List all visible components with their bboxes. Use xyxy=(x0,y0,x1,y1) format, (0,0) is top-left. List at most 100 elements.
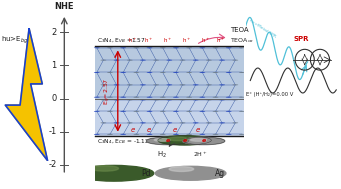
Circle shape xyxy=(147,47,152,48)
Circle shape xyxy=(153,99,159,100)
Text: Pd: Pd xyxy=(142,169,151,178)
Text: 0: 0 xyxy=(51,94,57,103)
Circle shape xyxy=(160,111,166,112)
Circle shape xyxy=(127,99,133,100)
Circle shape xyxy=(213,47,219,48)
Circle shape xyxy=(140,122,146,123)
Circle shape xyxy=(191,139,206,141)
Circle shape xyxy=(206,122,212,123)
Circle shape xyxy=(219,60,225,61)
Circle shape xyxy=(180,84,186,85)
Text: -2: -2 xyxy=(48,160,57,169)
Text: -1: -1 xyxy=(48,127,57,136)
Circle shape xyxy=(120,47,126,48)
Circle shape xyxy=(239,47,245,48)
Circle shape xyxy=(219,99,225,100)
Text: Ag: Ag xyxy=(215,169,225,178)
Circle shape xyxy=(186,134,192,135)
Text: C$_3$N$_4$, E$_{VB}$ =1.57: C$_3$N$_4$, E$_{VB}$ =1.57 xyxy=(97,36,145,45)
Text: SPR: SPR xyxy=(293,36,309,42)
Circle shape xyxy=(133,134,139,135)
Text: h$^+$: h$^+$ xyxy=(163,36,172,46)
Circle shape xyxy=(114,84,119,85)
Circle shape xyxy=(168,137,188,141)
Text: E° (H⁺/H₂)=0.00 V: E° (H⁺/H₂)=0.00 V xyxy=(246,92,293,97)
Circle shape xyxy=(193,122,198,123)
Circle shape xyxy=(127,60,133,61)
Circle shape xyxy=(140,84,146,85)
Circle shape xyxy=(180,99,186,100)
Circle shape xyxy=(199,134,205,135)
Circle shape xyxy=(199,97,205,98)
Circle shape xyxy=(173,134,179,135)
Text: E$_g$=2.57: E$_g$=2.57 xyxy=(103,77,113,105)
Circle shape xyxy=(186,111,192,112)
Circle shape xyxy=(160,47,166,48)
Circle shape xyxy=(133,111,139,112)
Circle shape xyxy=(153,122,159,123)
Polygon shape xyxy=(5,28,47,161)
Bar xyxy=(95,46,244,98)
Circle shape xyxy=(114,60,119,61)
Circle shape xyxy=(173,72,179,73)
Text: TEOA: TEOA xyxy=(231,27,249,33)
Text: e: e xyxy=(165,139,169,143)
Circle shape xyxy=(193,84,198,85)
Circle shape xyxy=(140,60,146,61)
Text: h$^+$: h$^+$ xyxy=(216,36,225,46)
Circle shape xyxy=(133,72,139,73)
Text: h$^+$: h$^+$ xyxy=(144,36,153,46)
Circle shape xyxy=(147,134,152,135)
Circle shape xyxy=(186,47,192,48)
Circle shape xyxy=(101,60,106,61)
Circle shape xyxy=(233,99,238,100)
Circle shape xyxy=(233,84,238,85)
Circle shape xyxy=(158,136,211,145)
Circle shape xyxy=(206,99,212,100)
Circle shape xyxy=(94,72,100,73)
Text: h$^+$: h$^+$ xyxy=(201,36,210,46)
Circle shape xyxy=(114,122,119,123)
Circle shape xyxy=(213,134,219,135)
Circle shape xyxy=(239,72,245,73)
Circle shape xyxy=(239,134,245,135)
Circle shape xyxy=(186,72,192,73)
Text: e: e xyxy=(146,127,150,133)
Circle shape xyxy=(239,111,245,112)
Text: h$^+$: h$^+$ xyxy=(182,36,191,46)
Circle shape xyxy=(91,166,119,171)
Circle shape xyxy=(226,47,232,48)
Circle shape xyxy=(193,99,198,100)
Circle shape xyxy=(107,47,113,48)
Circle shape xyxy=(206,84,212,85)
Circle shape xyxy=(120,134,126,135)
Circle shape xyxy=(107,97,113,98)
Text: hu>E$_{bg}$: hu>E$_{bg}$ xyxy=(1,35,28,46)
Circle shape xyxy=(133,97,139,98)
Circle shape xyxy=(153,60,159,61)
Circle shape xyxy=(120,72,126,73)
Circle shape xyxy=(94,47,100,48)
Circle shape xyxy=(193,60,198,61)
Circle shape xyxy=(199,47,205,48)
Circle shape xyxy=(140,99,146,100)
Circle shape xyxy=(147,72,152,73)
Circle shape xyxy=(233,122,238,123)
Circle shape xyxy=(166,99,172,100)
Circle shape xyxy=(213,111,219,112)
Bar xyxy=(95,98,244,136)
Circle shape xyxy=(147,111,152,112)
Text: TEOA$_{ox}$: TEOA$_{ox}$ xyxy=(231,36,255,45)
Circle shape xyxy=(127,122,133,123)
Circle shape xyxy=(213,97,219,98)
Circle shape xyxy=(213,72,219,73)
Circle shape xyxy=(133,47,139,48)
Text: C$_3$N$_4$, E$_{CB}$ = -1.12: C$_3$N$_4$, E$_{CB}$ = -1.12 xyxy=(97,138,150,146)
Circle shape xyxy=(146,137,189,145)
Text: 1: 1 xyxy=(51,61,57,70)
Text: e: e xyxy=(131,127,135,133)
Text: e: e xyxy=(182,138,187,143)
Circle shape xyxy=(173,111,179,112)
Text: H$_2$: H$_2$ xyxy=(157,150,167,160)
Circle shape xyxy=(94,134,100,135)
